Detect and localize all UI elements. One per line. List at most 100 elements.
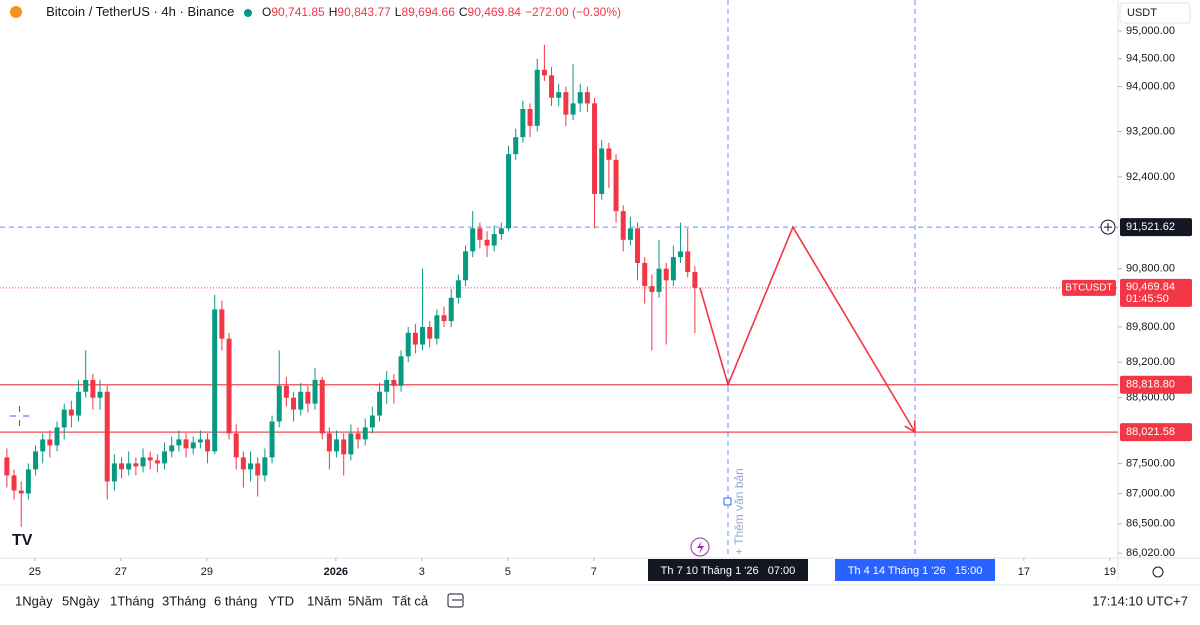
x-tick-label: 19 xyxy=(1104,566,1116,578)
candle-body xyxy=(269,421,275,458)
symbol-icon xyxy=(10,6,22,18)
plot-area: 95,000.00 94,500.00 94,000.00 93,200.00 92,4… xyxy=(0,25,1175,578)
candle-body xyxy=(312,379,318,404)
range-button[interactable]: 1Năm xyxy=(307,593,342,608)
range-button[interactable]: 5Năm xyxy=(348,593,383,608)
crosshair-tool-icon[interactable] xyxy=(10,406,29,426)
candle-body xyxy=(240,457,246,470)
currency-button[interactable] xyxy=(1119,2,1191,24)
y-tick-label: 87,000.00 xyxy=(1126,487,1175,499)
x-tick-label: 27 xyxy=(115,566,127,578)
candle-body xyxy=(427,326,433,339)
y-tick-label: 87,500.00 xyxy=(1126,457,1175,469)
candle-body xyxy=(283,385,289,398)
candle-body xyxy=(448,297,454,322)
candle-body xyxy=(176,439,182,446)
candle-body xyxy=(670,257,676,281)
y-tick-label: 90,800.00 xyxy=(1126,263,1175,275)
candle-body xyxy=(169,445,175,452)
range-button[interactable]: 6 tháng xyxy=(214,593,257,608)
candle-body xyxy=(355,433,361,440)
range-button[interactable]: 1Tháng xyxy=(110,593,154,608)
x-tick-label: 3 xyxy=(419,566,425,578)
candle-body xyxy=(642,262,648,287)
currency-label: USDT xyxy=(1127,7,1157,19)
candle-body xyxy=(463,251,469,281)
event-bolt xyxy=(697,541,704,554)
candle-body xyxy=(154,460,160,464)
candle-body xyxy=(420,326,426,345)
y-tick-label: 86,500.00 xyxy=(1126,518,1175,530)
range-button[interactable]: 1Ngày xyxy=(15,593,53,608)
ohlc-key: L xyxy=(395,5,402,19)
ohlc-change: −272.00 (−0.30%) xyxy=(525,5,621,19)
y-tick-label: 94,000.00 xyxy=(1126,80,1175,92)
candle-body xyxy=(649,286,655,292)
candle-body xyxy=(97,391,103,398)
candle-body xyxy=(556,92,562,98)
level-label: 88,021.58 xyxy=(1126,426,1175,438)
candle-body xyxy=(685,251,691,273)
candle-body xyxy=(54,427,60,446)
arrow-head xyxy=(904,425,916,433)
candle-body xyxy=(563,92,569,115)
y-tick-label: 89,800.00 xyxy=(1126,321,1175,333)
crosshair-label: Th 7 10 Tháng 1 '26 07:00 xyxy=(661,565,796,577)
x-tick-label: 2026 xyxy=(324,566,348,578)
ohlc-value: 90,843.77 xyxy=(337,5,391,19)
range-button[interactable]: 3Tháng xyxy=(162,593,206,608)
candle-body xyxy=(491,234,497,246)
candle-body xyxy=(140,457,146,467)
range-button[interactable]: YTD xyxy=(268,593,294,608)
symbol-title[interactable]: Bitcoin / TetherUS · 4h · Binance xyxy=(46,4,234,19)
candle-body xyxy=(513,137,519,155)
x-tick-label: 7 xyxy=(591,566,597,578)
ohlc-legend: O90,741.85 H90,843.77 L89,694.66 C90,469.84… xyxy=(262,5,621,19)
add-text-hint[interactable]: + Thêm văn bản xyxy=(732,468,746,555)
candle-body xyxy=(25,469,31,494)
candle-body xyxy=(83,379,89,392)
candle-body xyxy=(570,103,576,115)
candle-body xyxy=(68,409,74,416)
candle-body xyxy=(506,154,512,229)
y-tick-label: 92,400.00 xyxy=(1126,171,1175,183)
candle-body xyxy=(692,272,698,288)
y-tick-label: 88,600.00 xyxy=(1126,392,1175,404)
candle-body xyxy=(126,463,132,470)
level-label-bg xyxy=(1120,375,1192,394)
candle-body xyxy=(599,148,605,194)
candle-body xyxy=(678,251,684,258)
candle-body xyxy=(18,490,24,494)
candle-body xyxy=(197,439,203,443)
candle-body xyxy=(111,463,117,482)
candle-body xyxy=(190,442,196,449)
anchor-handle[interactable] xyxy=(723,497,732,506)
countdown-label: 01:45:50 xyxy=(1126,293,1169,305)
candle-body xyxy=(656,268,662,292)
candle-body xyxy=(412,332,418,345)
clock: 17:14:10 UTC+7 xyxy=(1092,593,1188,608)
candle-body xyxy=(40,439,46,452)
candle-body xyxy=(291,397,297,410)
candle-body xyxy=(470,228,476,252)
candle-body xyxy=(212,309,218,452)
crosshair-label-bg xyxy=(647,559,808,581)
level-label: 91,521.62 xyxy=(1126,221,1175,233)
ohlc-key: O xyxy=(262,5,271,19)
candle-body xyxy=(534,69,540,126)
range-button[interactable]: 5Ngày xyxy=(62,593,100,608)
candle-body xyxy=(255,463,261,476)
logo[interactable]: TV xyxy=(12,532,33,549)
candle-body xyxy=(183,439,189,449)
candle-body xyxy=(384,379,390,392)
range-button[interactable]: Tất cả xyxy=(392,593,429,608)
candle-body xyxy=(527,108,533,126)
candle-body xyxy=(663,268,669,281)
candle-body xyxy=(541,69,547,76)
settings-icon[interactable] xyxy=(1152,566,1164,578)
trend-path[interactable] xyxy=(699,225,916,433)
compare-icon[interactable] xyxy=(447,593,464,608)
level-label-bg xyxy=(1120,423,1192,442)
candle-body xyxy=(334,439,340,452)
